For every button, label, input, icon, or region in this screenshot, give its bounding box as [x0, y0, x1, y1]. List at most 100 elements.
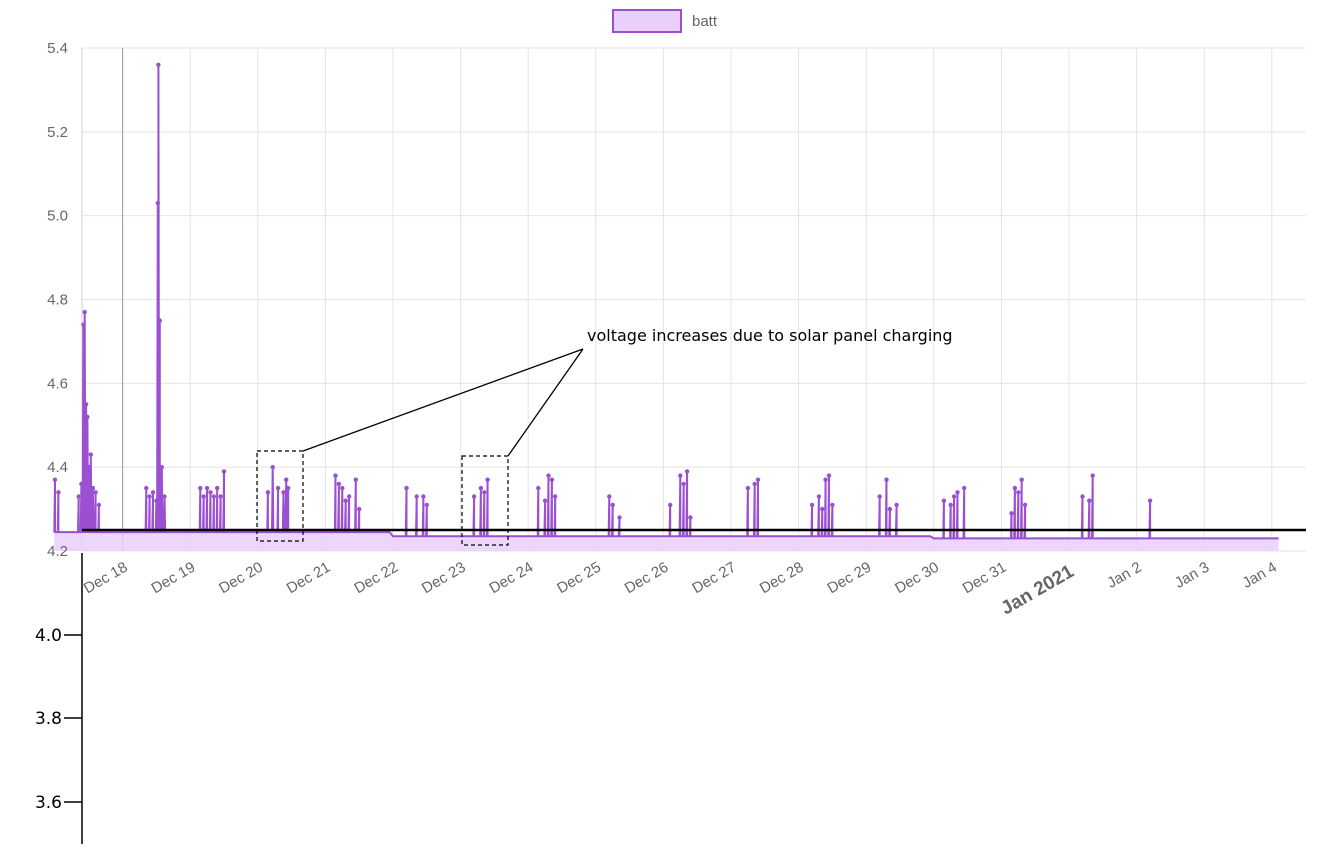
data-point — [607, 494, 612, 499]
data-point — [265, 490, 271, 495]
data-point — [617, 515, 622, 520]
data-point — [816, 494, 822, 499]
data-point — [221, 469, 227, 474]
data-point — [218, 494, 223, 499]
legend-label: batt — [692, 13, 718, 30]
data-point — [877, 494, 882, 499]
data-point — [346, 494, 352, 499]
data-point — [549, 477, 555, 482]
x-tick-labels: Dec 18 Dec 19 Dec 20 Dec 21 Dec 22 Dec 23 Dec … — [81, 559, 1280, 620]
annotation-box-right — [461, 455, 509, 546]
data-point — [826, 473, 832, 478]
data-point — [1009, 511, 1014, 516]
legend-swatch — [612, 9, 682, 33]
data-point — [485, 477, 490, 482]
data-point — [76, 494, 81, 499]
y-tick-label: 4.6 — [47, 375, 68, 392]
data-point — [830, 502, 835, 508]
data-point — [553, 494, 558, 499]
data-point — [1016, 490, 1021, 495]
y-tick-label: 4.2 — [47, 543, 68, 560]
x-tick-label: Dec 29 — [825, 559, 875, 597]
data-point — [79, 481, 84, 487]
extended-y-ticks: 4.0 3.8 3.6 — [35, 626, 82, 813]
data-point — [404, 485, 409, 491]
data-point — [752, 481, 757, 487]
data-point — [941, 498, 947, 503]
data-point — [1012, 485, 1018, 491]
x-tick-label: Dec 23 — [419, 559, 469, 597]
data-point — [208, 490, 213, 495]
data-point — [90, 485, 96, 491]
data-point — [52, 477, 58, 482]
batt-points — [52, 62, 1153, 520]
data-point — [82, 309, 87, 315]
data-point — [211, 494, 217, 499]
x-tick-label: Dec 22 — [351, 559, 401, 597]
data-point — [681, 481, 686, 487]
x-tick-label: Jan 3 — [1172, 559, 1212, 592]
data-point — [894, 502, 899, 508]
data-point — [204, 485, 210, 491]
y-tick-label: 5.2 — [47, 124, 68, 141]
x-tick-label: Dec 24 — [487, 559, 537, 597]
data-point — [85, 414, 90, 420]
gridlines — [81, 47, 1306, 552]
data-point — [1080, 494, 1085, 499]
x-tick-label: Dec 31 — [960, 559, 1010, 597]
data-point — [745, 485, 751, 491]
data-point — [948, 502, 953, 508]
batt-area — [54, 64, 1279, 552]
data-point — [144, 485, 149, 491]
data-point — [83, 402, 89, 407]
data-point — [951, 494, 957, 499]
data-point — [688, 515, 693, 520]
data-point — [156, 62, 161, 67]
x-tick-label: Dec 21 — [284, 559, 334, 597]
x-tick-label: Dec 20 — [216, 559, 266, 597]
annotation-box-left — [256, 450, 304, 542]
data-point — [962, 485, 967, 491]
data-point — [198, 485, 203, 491]
data-point — [678, 473, 683, 478]
data-point — [809, 502, 815, 508]
data-point — [1147, 498, 1153, 503]
annotation-arrow-right — [507, 348, 584, 457]
data-point — [820, 506, 825, 512]
data-point — [421, 494, 426, 499]
data-point — [1019, 477, 1024, 482]
data-point — [546, 473, 551, 478]
y-tick-label: 4.8 — [47, 292, 68, 309]
x-tick-label: Dec 28 — [757, 559, 807, 597]
data-point — [424, 502, 429, 508]
data-point — [340, 485, 345, 491]
y-tick-labels: 5.4 5.2 5.0 4.8 4.6 4.4 4.2 — [47, 40, 68, 560]
data-point — [286, 485, 291, 491]
data-point — [610, 502, 615, 508]
x-tick-label: Dec 30 — [892, 559, 942, 597]
data-point — [155, 200, 160, 206]
data-point — [333, 473, 338, 478]
data-point — [887, 506, 893, 512]
legend[interactable]: batt — [612, 9, 718, 33]
data-point — [159, 465, 164, 470]
data-point — [201, 494, 206, 499]
ext-tick-label: 3.8 — [35, 709, 62, 729]
data-point — [56, 490, 61, 495]
x-tick-label: Dec 18 — [81, 559, 131, 597]
annotation-text: voltage increases due to solar panel cha… — [587, 326, 953, 345]
data-point — [215, 485, 220, 491]
data-point — [884, 477, 889, 482]
ext-tick-label: 4.0 — [35, 626, 62, 646]
x-tick-label: Dec 27 — [689, 559, 739, 597]
data-point — [343, 498, 348, 503]
data-point — [162, 494, 167, 499]
data-point — [336, 481, 342, 487]
data-point — [270, 465, 275, 470]
x-tick-label: Dec 19 — [149, 559, 199, 597]
annotation: voltage increases due to solar panel cha… — [256, 326, 953, 546]
data-point — [542, 498, 548, 503]
data-point — [414, 494, 419, 499]
data-point — [823, 477, 828, 482]
data-point — [471, 494, 477, 499]
